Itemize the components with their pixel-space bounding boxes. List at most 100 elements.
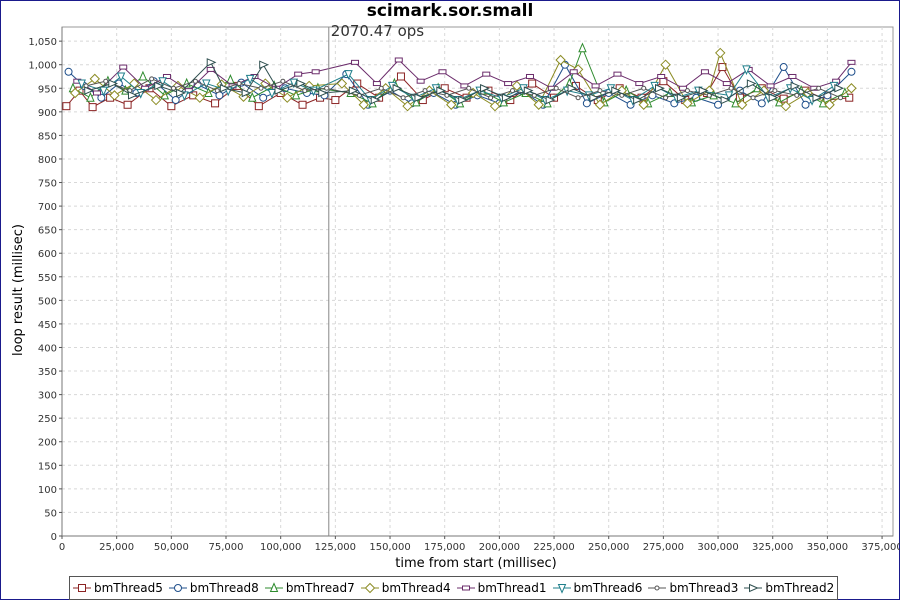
data-point — [158, 77, 167, 87]
legend-label: bmThread5 — [94, 581, 163, 595]
data-point — [138, 70, 148, 81]
legend-item: bmThread1 — [456, 581, 547, 595]
data-point — [289, 78, 299, 89]
data-point — [241, 88, 252, 98]
legend-marker — [557, 584, 566, 594]
data-point — [189, 91, 198, 100]
data-point — [597, 88, 603, 94]
data-point — [103, 78, 109, 84]
data-point — [162, 73, 171, 79]
legend-swatch — [168, 584, 187, 592]
data-point — [99, 86, 108, 97]
data-point — [171, 85, 177, 91]
legend-item: bmThread2 — [744, 581, 834, 595]
x-axis-label: time from start (millisec) — [395, 556, 556, 571]
legend-marker — [78, 584, 86, 592]
x-tick-label: 25,000 — [99, 542, 134, 553]
x-tick-label: 250,000 — [588, 542, 629, 553]
data-point — [555, 54, 566, 66]
data-point — [402, 100, 413, 112]
data-point — [575, 95, 581, 101]
data-point — [84, 86, 94, 95]
data-point — [176, 88, 186, 98]
data-point — [214, 88, 220, 94]
data-point — [501, 93, 512, 102]
data-point — [638, 99, 649, 110]
x-tick-label: 175,000 — [424, 542, 465, 553]
chart-title: scimark.sor.small — [366, 1, 534, 21]
data-point — [280, 78, 286, 84]
data-point — [372, 81, 381, 87]
data-point — [794, 92, 800, 98]
data-point — [655, 84, 665, 93]
data-point — [119, 64, 128, 70]
legend-marker — [364, 582, 375, 594]
y-tick-label: 1,050 — [28, 37, 57, 48]
y-tick-label: 750 — [38, 179, 57, 190]
legend-marker — [749, 583, 760, 593]
data-point — [86, 91, 95, 102]
data-point — [722, 81, 731, 87]
data-point — [698, 86, 709, 95]
legend-swatch — [73, 584, 91, 592]
data-point — [489, 100, 501, 112]
legend-marker — [269, 582, 279, 592]
legend-swatch — [744, 583, 763, 593]
data-point — [247, 91, 257, 102]
series-bmThread3 — [83, 76, 844, 101]
y-tick-label: 450 — [38, 320, 57, 331]
legend: bmThread5 bmThread8 bmThread7 bmThread4 bmTh… — [69, 576, 839, 600]
data-point — [460, 83, 469, 89]
data-point — [742, 65, 751, 76]
x-tick-label: 275,000 — [643, 542, 684, 553]
data-point — [801, 100, 810, 109]
legend-marker — [461, 585, 470, 591]
data-point — [414, 93, 425, 102]
data-point — [97, 93, 106, 102]
data-point — [294, 71, 303, 77]
data-point — [578, 42, 587, 53]
x-tick-label: 100,000 — [260, 542, 301, 553]
data-point — [779, 63, 788, 72]
data-point — [509, 88, 515, 94]
data-point — [736, 99, 748, 110]
data-point — [202, 79, 211, 90]
x-tick-label: 50,000 — [154, 542, 189, 553]
data-point — [714, 100, 723, 109]
data-point — [394, 57, 403, 63]
data-point — [635, 81, 644, 87]
data-point — [436, 86, 447, 95]
legend-swatch — [552, 584, 571, 594]
legend-label: bmThread1 — [477, 581, 547, 595]
data-point — [336, 78, 348, 89]
data-point — [834, 84, 845, 93]
data-point — [582, 99, 591, 108]
data-point — [149, 76, 155, 82]
data-point — [480, 84, 490, 93]
y-tick-label: 0 — [51, 532, 57, 543]
data-point — [258, 85, 264, 91]
data-point — [194, 92, 205, 103]
data-point — [344, 70, 353, 80]
data-point — [192, 78, 198, 84]
x-tick-label: 375,000 — [861, 542, 900, 553]
legend-label: bmThread3 — [669, 581, 739, 595]
legend-swatch — [456, 585, 475, 591]
data-point — [400, 95, 406, 101]
data-point — [525, 73, 534, 79]
x-tick-label: 125,000 — [315, 542, 356, 553]
data-point — [633, 95, 643, 105]
data-point — [69, 87, 81, 99]
data-point — [296, 79, 307, 88]
data-point — [657, 73, 666, 79]
legend-item: bmThread4 — [360, 581, 451, 595]
data-point — [553, 85, 559, 91]
data-point — [219, 84, 230, 93]
data-point — [700, 69, 709, 75]
x-tick-label: 75,000 — [209, 542, 244, 553]
y-axis-label: loop result (millisec) — [11, 224, 26, 356]
data-point — [324, 85, 330, 91]
y-tick-label: 200 — [38, 438, 57, 449]
data-point — [92, 90, 101, 96]
data-point — [254, 102, 263, 111]
